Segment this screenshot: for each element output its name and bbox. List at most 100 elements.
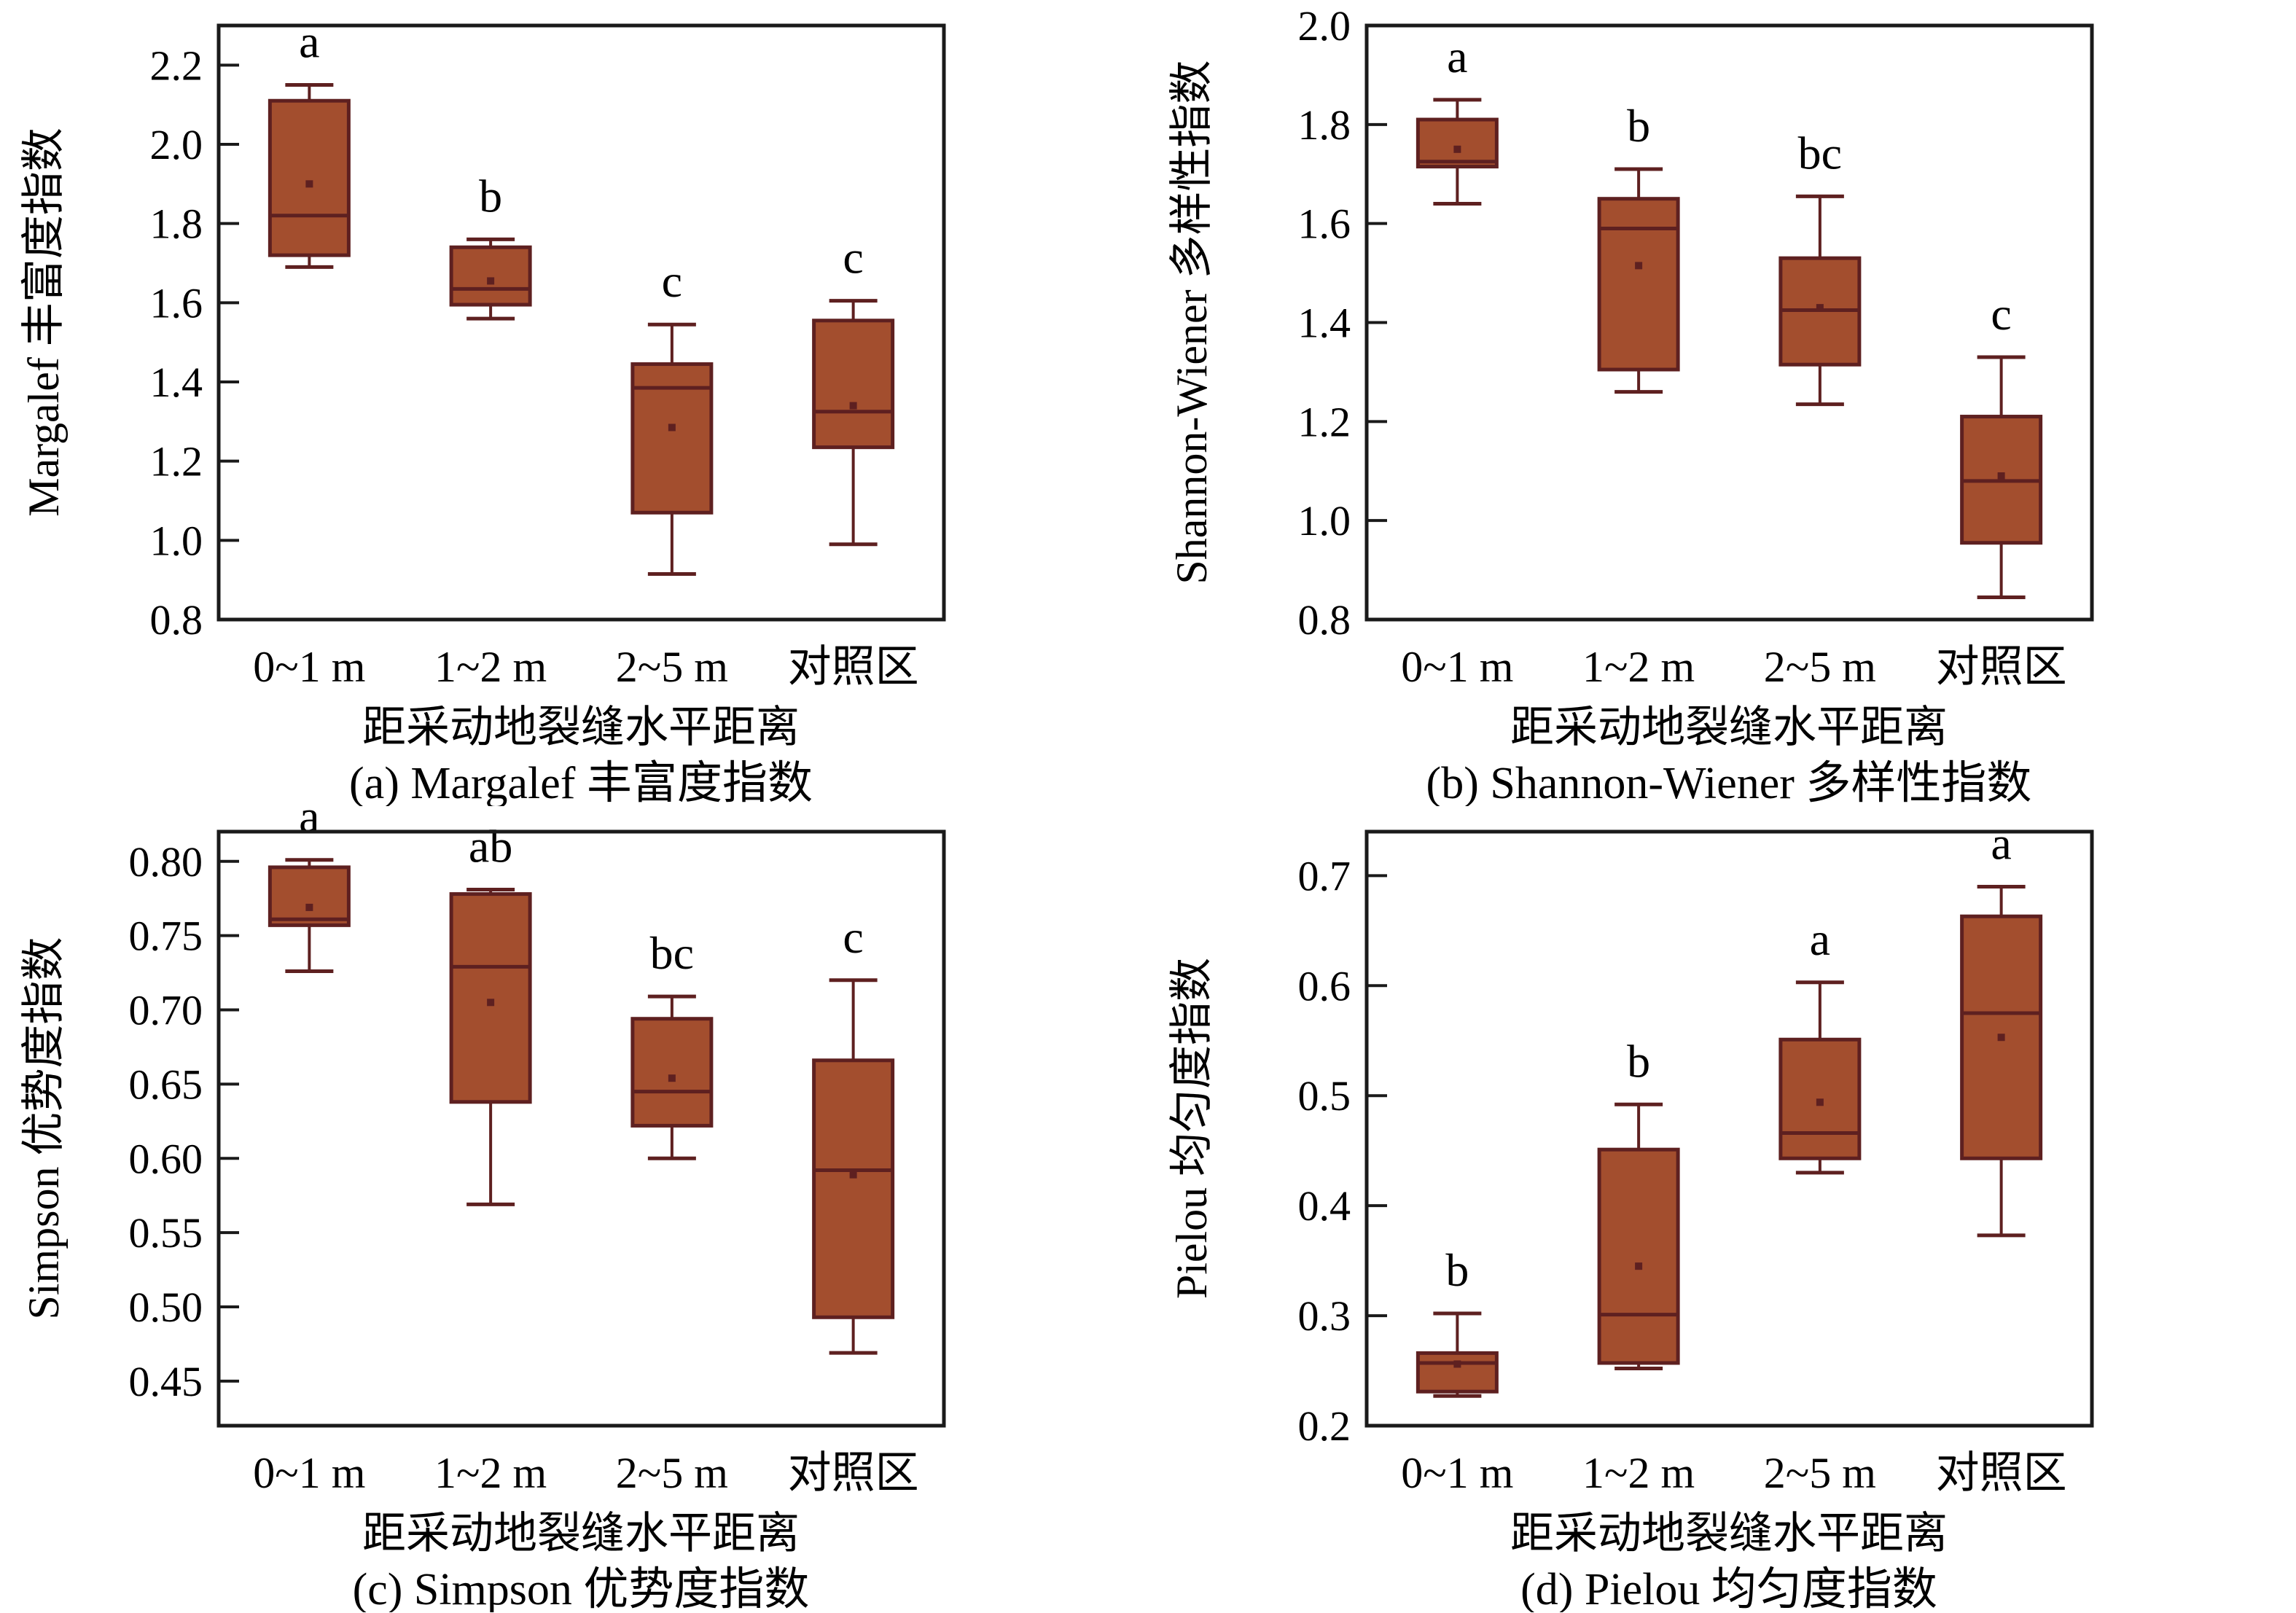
mean-marker <box>1635 262 1643 270</box>
iqr-box <box>1416 117 1499 169</box>
boxplot-panel-d: Pielou 均匀度指数 距采动地裂缝水平距离 (d) Pielou 均匀度指数… <box>1168 817 2094 1612</box>
x-category-label: 1~2 m <box>1582 1449 1695 1497</box>
iqr-box <box>449 245 532 307</box>
x-category-label: 对照区 <box>788 1449 919 1497</box>
mean-marker <box>668 1074 676 1082</box>
y-tick-label: 0.65 <box>129 1061 203 1108</box>
sig-letter: b <box>1445 1244 1469 1296</box>
y-tick-label: 1.2 <box>150 438 203 485</box>
x-category-label: 对照区 <box>788 643 919 691</box>
caption-a: (a) Margalef 丰富度指数 <box>349 759 813 806</box>
y-axis-label-a: Margalef 丰富度指数 <box>20 128 68 517</box>
y-tick-label: 0.50 <box>129 1284 203 1331</box>
panel-d: Pielou 均匀度指数 距采动地裂缝水平距离 (d) Pielou 均匀度指数… <box>1148 806 2296 1613</box>
sig-letter: a <box>1810 913 1830 965</box>
boxplot-panel-a: Margalef 丰富度指数 距采动地裂缝水平距离 (a) Margalef 丰… <box>20 16 946 806</box>
sig-letter: a <box>299 16 319 68</box>
y-tick-label: 1.2 <box>1298 398 1351 445</box>
iqr-box <box>812 319 895 450</box>
x-category-label: 2~5 m <box>616 643 728 691</box>
iqr-box <box>1597 197 1680 372</box>
y-tick-label: 0.45 <box>129 1358 203 1405</box>
y-tick-label: 0.7 <box>1298 852 1351 899</box>
mean-marker <box>849 1171 857 1179</box>
mean-marker <box>1997 1034 2005 1042</box>
y-tick-label: 1.0 <box>150 517 203 564</box>
boxplot-panel-c: Simpson 优势度指数 距采动地裂缝水平距离 (c) Simpson 优势度… <box>20 806 946 1612</box>
y-tick-label: 0.8 <box>1298 596 1351 644</box>
sig-letter: b <box>1627 1035 1650 1087</box>
iqr-box <box>1597 1147 1680 1365</box>
sig-letter: b <box>1627 100 1650 152</box>
iqr-box <box>630 1017 714 1128</box>
x-category-label: 2~5 m <box>1764 643 1876 691</box>
y-tick-label: 1.8 <box>150 200 203 248</box>
x-category-label: 1~2 m <box>434 1449 547 1497</box>
mean-marker <box>487 999 495 1007</box>
iqr-box <box>268 98 351 257</box>
y-tick-label: 0.3 <box>1298 1292 1351 1340</box>
sig-letter: c <box>662 255 682 307</box>
panel-b: Shannon-Wiener 多样性指数 距采动地裂缝水平距离 (b) Shan… <box>1148 0 2296 806</box>
panel-a: Margalef 丰富度指数 距采动地裂缝水平距离 (a) Margalef 丰… <box>0 0 1148 806</box>
sig-letter: a <box>299 806 319 843</box>
y-tick-label: 2.2 <box>150 42 203 89</box>
y-tick-label: 1.0 <box>1298 497 1351 544</box>
x-axis-label-c: 距采动地裂缝水平距离 <box>362 1509 800 1558</box>
plot-frame <box>1364 23 2094 622</box>
y-tick-label: 0.70 <box>129 987 203 1034</box>
x-category-label: 0~1 m <box>1401 1449 1513 1497</box>
y-tick-label: 0.5 <box>1298 1072 1351 1120</box>
y-tick-label: 1.6 <box>1298 200 1351 248</box>
y-tick-label: 0.2 <box>1298 1402 1351 1450</box>
sig-letter: a <box>1991 817 2011 869</box>
caption-d: (d) Pielou 均匀度指数 <box>1520 1565 1937 1612</box>
mean-marker <box>668 423 676 431</box>
sig-letter: c <box>843 232 863 284</box>
y-tick-label: 0.4 <box>1298 1182 1351 1230</box>
x-category-label: 0~1 m <box>253 643 365 691</box>
iqr-box <box>812 1058 895 1319</box>
x-category-label: 2~5 m <box>616 1449 728 1497</box>
x-axis-label-b: 距采动地裂缝水平距离 <box>1510 703 1948 751</box>
y-axis-label-d: Pielou 均匀度指数 <box>1168 958 1216 1299</box>
sig-letter: a <box>1447 31 1467 82</box>
sig-letter: bc <box>650 927 694 979</box>
y-axis-label-b: Shannon-Wiener 多样性指数 <box>1168 60 1216 584</box>
y-tick-label: 2.0 <box>1298 2 1351 50</box>
x-category-label: 0~1 m <box>1401 643 1513 691</box>
sig-letter: c <box>1991 288 2011 340</box>
sig-letter: bc <box>1798 127 1842 179</box>
iqr-box <box>1416 1351 1499 1394</box>
y-tick-label: 1.8 <box>1298 101 1351 149</box>
mean-marker <box>1816 1098 1824 1106</box>
y-tick-label: 0.80 <box>129 838 203 886</box>
mean-marker <box>487 277 495 285</box>
x-category-label: 对照区 <box>1936 1449 2067 1497</box>
y-tick-label: 0.8 <box>150 596 203 644</box>
mean-marker <box>849 402 857 410</box>
x-category-label: 2~5 m <box>1764 1449 1876 1497</box>
x-axis-label-a: 距采动地裂缝水平距离 <box>362 703 800 751</box>
mean-marker <box>1635 1262 1643 1270</box>
iqr-box <box>449 892 532 1104</box>
y-tick-label: 2.0 <box>150 121 203 168</box>
mean-marker <box>1453 1360 1461 1368</box>
mean-marker <box>1453 145 1461 153</box>
sig-letter: b <box>479 170 502 222</box>
iqr-box <box>268 865 351 927</box>
caption-b: (b) Shannon-Wiener 多样性指数 <box>1426 759 2032 806</box>
caption-c: (c) Simpson 优势度指数 <box>353 1565 810 1612</box>
plot-frame <box>1364 829 2094 1428</box>
boxplot-panel-b: Shannon-Wiener 多样性指数 距采动地裂缝水平距离 (b) Shan… <box>1168 2 2094 806</box>
x-axis-label-d: 距采动地裂缝水平距离 <box>1510 1509 1948 1558</box>
sig-letter: c <box>843 911 863 963</box>
y-axis-label-c: Simpson 优势度指数 <box>20 937 68 1319</box>
y-tick-label: 0.55 <box>129 1209 203 1257</box>
x-category-label: 对照区 <box>1936 643 2067 691</box>
x-category-label: 1~2 m <box>1582 643 1695 691</box>
panel-c: Simpson 优势度指数 距采动地裂缝水平距离 (c) Simpson 优势度… <box>0 806 1148 1613</box>
x-category-label: 1~2 m <box>434 643 547 691</box>
x-category-label: 0~1 m <box>253 1449 365 1497</box>
